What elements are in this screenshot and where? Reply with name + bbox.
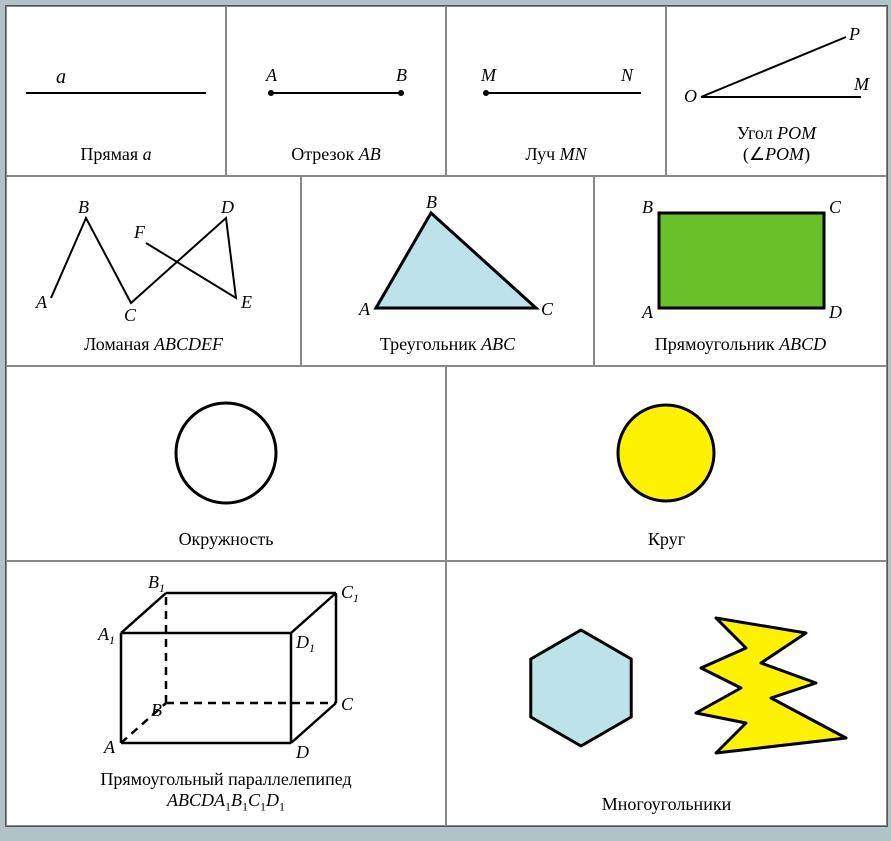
row-4: A B C D A1 B1 C1 D1 Прямоугольный параллелепипед… bbox=[6, 561, 887, 826]
svg-text:O: O bbox=[684, 86, 697, 106]
caption: Круг bbox=[648, 529, 685, 550]
cell-ray: M N Луч MN bbox=[446, 6, 666, 176]
svg-text:B1: B1 bbox=[148, 572, 165, 595]
caption: Прямоугольный параллелепипедABCDA1B1C1D1 bbox=[100, 769, 351, 815]
svg-text:A: A bbox=[265, 65, 278, 85]
svg-text:B: B bbox=[426, 192, 437, 212]
cell-cuboid: A B C D A1 B1 C1 D1 Прямоугольный параллелепипед… bbox=[6, 561, 446, 826]
svg-text:D: D bbox=[220, 197, 234, 217]
cell-rectangle: A B C DПрямоугольник ABCD bbox=[594, 176, 887, 366]
caption: Прямая a bbox=[80, 144, 151, 165]
cell-circumference: Окружность bbox=[6, 366, 446, 561]
caption: Луч MN bbox=[525, 144, 586, 165]
svg-text:C: C bbox=[341, 694, 354, 714]
svg-text:B: B bbox=[78, 197, 89, 217]
cell-triangle: A B C Треугольник ABC bbox=[301, 176, 594, 366]
cell-angle: O M P Угол POM(∠POM) bbox=[666, 6, 887, 176]
svg-text:D: D bbox=[295, 742, 309, 762]
caption: Окружность bbox=[179, 529, 274, 550]
svg-text:A: A bbox=[35, 292, 48, 312]
svg-text:E: E bbox=[240, 292, 252, 312]
cell-disk: Круг bbox=[446, 366, 887, 561]
svg-text:B: B bbox=[151, 700, 162, 720]
caption: Отрезок AB bbox=[291, 144, 381, 165]
caption: Прямоугольник ABCD bbox=[655, 334, 826, 355]
caption: Многоугольники bbox=[602, 794, 731, 815]
caption: Ломаная ABCDEF bbox=[84, 334, 223, 355]
svg-text:M: M bbox=[480, 65, 497, 85]
svg-text:C1: C1 bbox=[341, 582, 359, 605]
svg-text:P: P bbox=[848, 24, 860, 44]
row-3: Окружность Круг bbox=[6, 366, 887, 561]
cell-segment: A B Отрезок AB bbox=[226, 6, 446, 176]
svg-text:D: D bbox=[828, 302, 842, 322]
svg-text:A: A bbox=[103, 737, 116, 757]
geometry-shapes-table: a Прямая a A B Отрезок AB M N Луч MN O M P Угол … bbox=[5, 5, 888, 827]
svg-text:C: C bbox=[541, 299, 554, 319]
svg-text:B: B bbox=[642, 197, 653, 217]
svg-text:A1: A1 bbox=[97, 624, 115, 647]
svg-text:M: M bbox=[853, 74, 870, 94]
svg-text:B: B bbox=[396, 65, 407, 85]
svg-text:C: C bbox=[124, 305, 137, 325]
svg-text:A: A bbox=[358, 299, 371, 319]
svg-text:A: A bbox=[641, 302, 654, 322]
cell-polygons: Многоугольники bbox=[446, 561, 887, 826]
caption: Угол POM(∠POM) bbox=[737, 123, 816, 165]
svg-text:N: N bbox=[620, 65, 634, 85]
caption: Треугольник ABC bbox=[380, 334, 515, 355]
svg-text:D1: D1 bbox=[295, 632, 315, 655]
cell-line: a Прямая a bbox=[6, 6, 226, 176]
cell-polyline: A B C D E F Ломаная ABCDEF bbox=[6, 176, 301, 366]
svg-text:C: C bbox=[829, 197, 842, 217]
row-1: a Прямая a A B Отрезок AB M N Луч MN O M P Угол … bbox=[6, 6, 887, 176]
svg-text:a: a bbox=[56, 66, 66, 88]
svg-text:F: F bbox=[133, 222, 146, 242]
row-2: ABCDEFЛоманая ABCDEF ABCТреугольник ABC … bbox=[6, 176, 887, 366]
